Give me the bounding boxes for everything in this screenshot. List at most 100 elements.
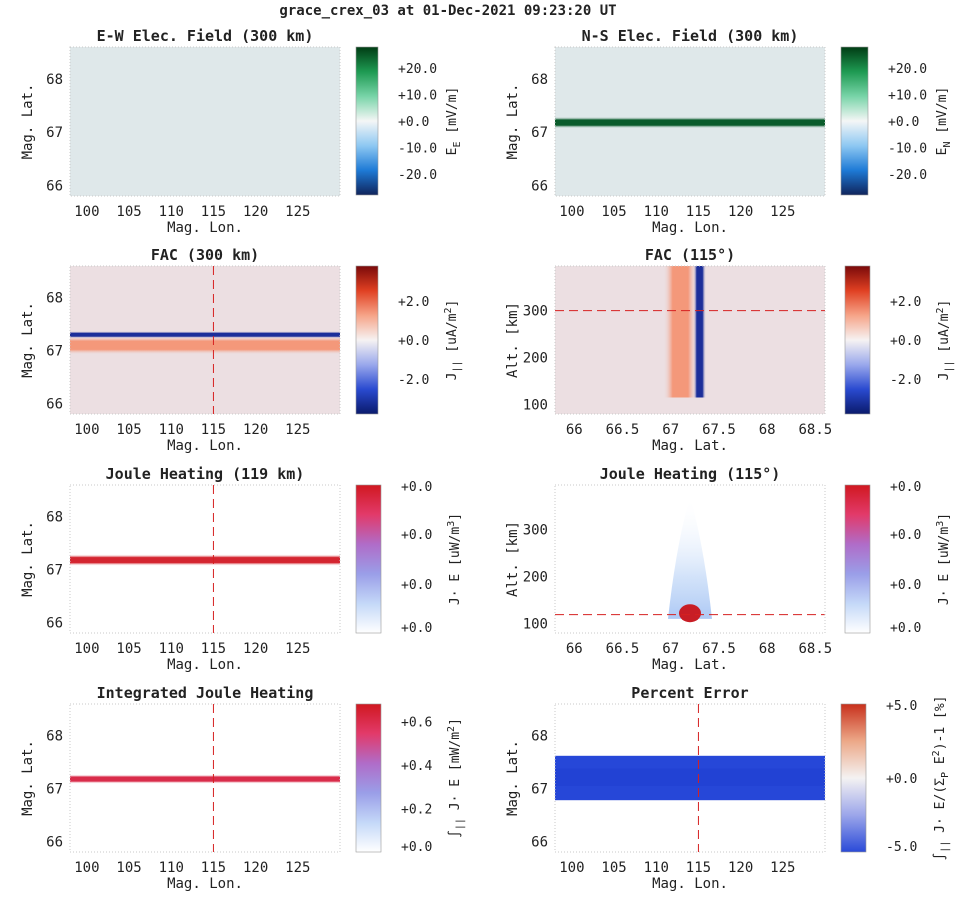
y-tick-label: 68 xyxy=(531,72,548,88)
x-axis-label: Mag. Lon. xyxy=(652,220,728,236)
colorbar-frame xyxy=(355,265,379,415)
x-tick-label: 67.5 xyxy=(702,641,736,657)
heating-peak xyxy=(679,604,701,623)
x-tick-label: 115 xyxy=(201,641,226,657)
y-tick-label: 68 xyxy=(46,72,63,88)
x-tick-label: 110 xyxy=(159,641,184,657)
colorbar-tick-label: +0.2 xyxy=(401,802,432,817)
colorbar-tick-label: +20.0 xyxy=(398,62,437,77)
y-tick-label: 68 xyxy=(531,729,548,745)
panel-title: Joule Heating (115°) xyxy=(600,465,781,483)
colorbar-tick-label: +0.0 xyxy=(888,115,919,130)
panel-6: Joule Heating (115°) 66 66.5 67 67.5 68 68.5 Ma… xyxy=(505,465,952,673)
x-tick-label: 125 xyxy=(285,204,310,220)
x-axis-label: Mag. Lon. xyxy=(652,876,728,892)
colorbar-frame xyxy=(355,703,382,853)
colorbar-label: J· E [uW/m3​] xyxy=(935,513,952,605)
colorbar-frame xyxy=(844,265,871,415)
heatmap-field xyxy=(555,266,825,414)
colorbar-tick-label: +2.0 xyxy=(890,295,921,310)
plot-frame xyxy=(69,265,341,415)
x-tick-label: 115 xyxy=(686,204,711,220)
y-tick-label: 68 xyxy=(46,510,63,526)
x-tick-label: 66 xyxy=(566,641,583,657)
y-axis-label: Mag. Lat. xyxy=(20,521,36,597)
colorbar-tick-label: +0.0 xyxy=(398,115,429,130)
panel-title: Percent Error xyxy=(631,684,748,702)
x-tick-label: 120 xyxy=(243,204,268,220)
plot-frame xyxy=(69,46,341,197)
x-tick-label: 100 xyxy=(74,641,99,657)
panel-title: Joule Heating (119 km) xyxy=(106,465,305,483)
colorbar-tick-label: -2.0 xyxy=(398,373,429,388)
x-tick-label: 125 xyxy=(770,860,795,876)
current-column xyxy=(555,266,825,398)
x-axis-label: Mag. Lon. xyxy=(167,438,243,454)
x-tick-label: 105 xyxy=(116,204,141,220)
x-tick-label: 125 xyxy=(285,422,310,438)
colorbar-tick-label: +0.0 xyxy=(890,480,921,495)
x-tick-label: 66.5 xyxy=(606,641,640,657)
plot-frame xyxy=(554,46,826,197)
x-tick-label: 68 xyxy=(759,422,776,438)
x-tick-label: 120 xyxy=(728,860,753,876)
x-tick-label: 100 xyxy=(559,204,584,220)
panel-7: Integrated Joule Heating 100 105 110 115 120 1… xyxy=(20,684,466,892)
y-tick-label: 67 xyxy=(46,344,63,360)
x-tick-label: 115 xyxy=(201,422,226,438)
x-tick-label: 110 xyxy=(159,860,184,876)
colorbar-tick-label: +10.0 xyxy=(888,89,927,104)
heatmap-field xyxy=(555,485,825,633)
y-axis-label: Mag. Lat. xyxy=(505,84,521,160)
x-tick-label: 110 xyxy=(159,204,184,220)
colorbar-tick-label: +0.0 xyxy=(401,621,432,636)
colorbar xyxy=(356,485,381,633)
colorbar-label: J||​ [uA/m2​] xyxy=(443,300,463,381)
colorbar-label: EN​ [mV/m] xyxy=(935,87,953,156)
colorbar-label: EE​ [mV/m] xyxy=(445,87,463,156)
colorbar xyxy=(845,266,870,414)
y-tick-label: 66 xyxy=(46,615,63,631)
y-tick-label: 66 xyxy=(46,396,63,412)
y-axis-label: Alt. [km] xyxy=(505,521,521,597)
error-block-core xyxy=(555,768,825,786)
y-tick-label: 200 xyxy=(523,351,548,367)
y-tick-label: 67 xyxy=(46,782,63,798)
x-tick-label: 67.5 xyxy=(702,422,736,438)
x-tick-label: 110 xyxy=(159,422,184,438)
y-tick-label: 300 xyxy=(523,523,548,539)
y-tick-label: 300 xyxy=(523,304,548,320)
x-tick-label: 115 xyxy=(686,860,711,876)
colorbar-tick-label: +0.0 xyxy=(398,334,429,349)
colorbar-frame xyxy=(355,484,382,634)
x-tick-label: 68.5 xyxy=(798,641,832,657)
colorbar-tick-label: +0.4 xyxy=(401,759,432,774)
x-axis-label: Mag. Lat. xyxy=(652,657,728,673)
panel-1: E-W Elec. Field (300 km) 100 105 110 115 120 1… xyxy=(20,27,463,236)
current-band xyxy=(555,47,825,196)
colorbar-label: J||​ [uA/m2​] xyxy=(935,300,955,381)
colorbar xyxy=(356,704,381,852)
colorbar-tick-label: -10.0 xyxy=(888,141,927,156)
y-tick-label: 67 xyxy=(531,125,548,141)
panel-title: Integrated Joule Heating xyxy=(97,684,314,702)
x-tick-label: 100 xyxy=(74,204,99,220)
colorbar-tick-label: +0.0 xyxy=(890,334,921,349)
heatmap-field xyxy=(70,266,340,414)
current-band xyxy=(70,266,340,414)
x-axis-label: Mag. Lon. xyxy=(167,876,243,892)
panel-5: Joule Heating (119 km) 100 105 110 115 120 125… xyxy=(20,465,463,673)
panel-3: FAC (300 km) 100 105 110 115 120 125 Mag. Lon. 6… xyxy=(20,246,463,454)
current-band xyxy=(70,704,340,852)
figure-title: grace_crex_03 at 01-Dec-2021 09:23:20 UT xyxy=(279,3,616,19)
colorbar-frame xyxy=(840,703,867,853)
panel-title: E-W Elec. Field (300 km) xyxy=(97,27,314,45)
x-tick-label: 110 xyxy=(644,860,669,876)
panel-title: FAC (300 km) xyxy=(151,246,259,264)
colorbar-tick-label: +0.0 xyxy=(886,772,917,787)
panel-2: N-S Elec. Field (300 km) 100 105 110 115 120 1… xyxy=(505,27,953,236)
x-tick-label: 120 xyxy=(728,204,753,220)
x-tick-label: 67 xyxy=(662,641,679,657)
x-tick-label: 125 xyxy=(285,641,310,657)
